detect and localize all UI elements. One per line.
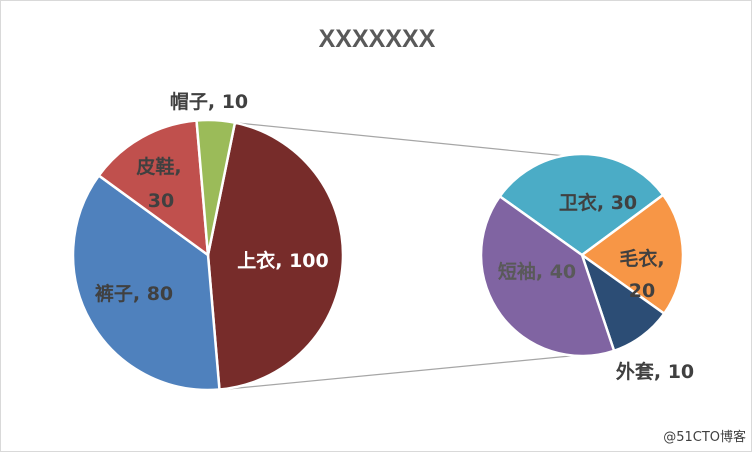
- watermark-text: @51CTO博客: [663, 429, 746, 445]
- slice-上衣[interactable]: [206, 121, 345, 391]
- data-label-帽子: 帽子, 10: [170, 90, 248, 113]
- secondary-pie: [479, 152, 685, 358]
- slice-裤子[interactable]: [71, 174, 221, 392]
- data-label-毛衣-line1: 毛衣,: [619, 247, 664, 270]
- slice-帽子[interactable]: [195, 118, 237, 257]
- slice-毛衣[interactable]: [580, 193, 685, 315]
- chart-title: XXXXXXX: [319, 25, 436, 53]
- slice-卫衣[interactable]: [498, 152, 665, 257]
- slice-皮鞋[interactable]: [97, 119, 210, 257]
- data-label-皮鞋-line1: 皮鞋,: [136, 155, 181, 178]
- data-label-上衣: 上衣, 100: [237, 249, 329, 272]
- data-label-外套: 外套, 10: [616, 360, 694, 383]
- data-label-毛衣-line2: 20: [629, 280, 655, 302]
- data-label-卫衣: 卫衣, 30: [559, 191, 637, 214]
- data-label-裤子: 裤子, 80: [95, 282, 173, 305]
- connector-line-top: [227, 121, 567, 157]
- main-pie: [71, 118, 345, 392]
- slice-短袖[interactable]: [479, 195, 616, 358]
- connector-line-bottom: [227, 353, 592, 390]
- data-label-皮鞋-line2: 30: [148, 190, 174, 212]
- data-label-短袖: 短袖, 40: [498, 260, 576, 283]
